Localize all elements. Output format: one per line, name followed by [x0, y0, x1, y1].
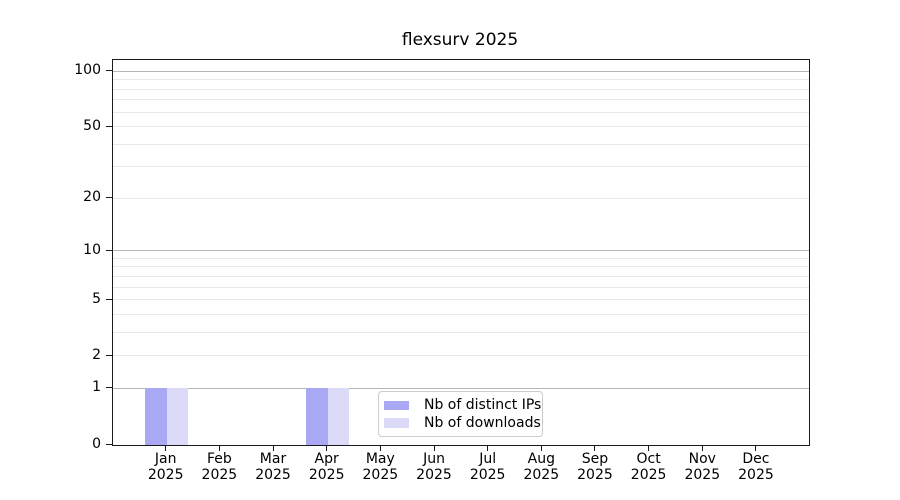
gridline-minor-3	[113, 331, 809, 333]
gridline-minor-20	[113, 197, 809, 199]
gridline-minor-7	[113, 275, 809, 277]
x-tick-dec	[755, 444, 757, 451]
x-tick-sep	[594, 444, 596, 451]
x-tick-year: 2025	[577, 467, 613, 483]
legend-swatch-distinct-ips	[384, 400, 409, 410]
legend-entry-downloads: Nb of downloads	[379, 414, 542, 432]
y-tick-20	[105, 197, 112, 199]
gridline-minor-40	[113, 143, 809, 145]
x-tick-month: Jul	[479, 451, 497, 467]
bar-downloads-jan	[166, 388, 189, 445]
x-tick-label-aug: Aug 2025	[501, 451, 581, 483]
x-tick-month: Feb	[206, 451, 232, 467]
x-tick-year: 2025	[416, 467, 452, 483]
x-tick-label-mar: Mar 2025	[233, 451, 313, 483]
y-tick-label-50: 50	[83, 117, 101, 134]
y-tick-50	[105, 125, 112, 127]
gridline-minor-70	[113, 99, 809, 101]
bar-distinct-ips-apr	[306, 388, 328, 445]
x-tick-may	[379, 444, 381, 451]
x-tick-mar	[272, 444, 274, 451]
x-tick-jul	[487, 444, 489, 451]
legend-label-downloads: Nb of downloads	[424, 414, 541, 431]
y-tick-5	[105, 298, 112, 300]
gridline-major-100	[113, 70, 809, 72]
legend-swatch-downloads	[384, 418, 409, 428]
y-tick-label-1: 1	[92, 379, 101, 396]
gridline-minor-4	[113, 313, 809, 315]
x-tick-year: 2025	[523, 467, 560, 483]
chart-title: flexsurv 2025	[401, 30, 519, 50]
x-tick-label-sep: Sep 2025	[555, 451, 635, 483]
x-tick-year: 2025	[469, 467, 506, 483]
x-tick-month: Nov	[688, 451, 716, 467]
gridline-minor-9	[113, 257, 809, 259]
gridline-major-1	[113, 387, 809, 389]
x-tick-month: Mar	[259, 451, 287, 467]
x-tick-jan	[165, 444, 167, 451]
y-tick-0	[105, 443, 112, 445]
x-tick-month: Sep	[581, 451, 609, 467]
x-tick-label-oct: Oct 2025	[609, 451, 689, 483]
x-tick-year: 2025	[308, 467, 345, 483]
gridline-minor-80	[113, 88, 809, 90]
x-tick-nov	[701, 444, 703, 451]
y-tick-100	[105, 70, 112, 72]
x-tick-label-feb: Feb 2025	[179, 451, 259, 483]
gridline-minor-6	[113, 286, 809, 288]
y-tick-1	[105, 387, 112, 389]
bar-distinct-ips-jan	[145, 388, 167, 445]
x-tick-year: 2025	[147, 467, 184, 483]
y-tick-label-5: 5	[92, 290, 101, 307]
x-tick-label-jan: Jan 2025	[126, 451, 206, 483]
legend-label-distinct-ips: Nb of distinct IPs	[424, 397, 542, 414]
y-tick-2	[105, 354, 112, 356]
gridline-minor-5	[113, 299, 809, 301]
x-tick-label-jul: Jul 2025	[448, 451, 528, 483]
x-tick-oct	[648, 444, 650, 451]
legend-entry-distinct-ips: Nb of distinct IPs	[379, 397, 542, 415]
x-tick-aug	[540, 444, 542, 451]
gridline-minor-60	[113, 111, 809, 113]
x-tick-jun	[433, 444, 435, 451]
x-tick-apr	[326, 444, 328, 451]
x-tick-month: Dec	[742, 451, 770, 467]
gridline-minor-90	[113, 79, 809, 81]
y-tick-label-10: 10	[83, 241, 101, 258]
x-tick-year: 2025	[362, 467, 399, 483]
gridline-minor-50	[113, 126, 809, 128]
x-tick-label-nov: Nov 2025	[662, 451, 742, 483]
x-tick-month: Jan	[154, 451, 177, 467]
x-tick-month: May	[365, 451, 395, 467]
x-tick-month: Jun	[423, 451, 445, 467]
y-tick-10	[105, 249, 112, 251]
x-tick-label-apr: Apr 2025	[287, 451, 367, 483]
x-tick-label-dec: Dec 2025	[716, 451, 796, 483]
x-tick-year: 2025	[684, 467, 721, 483]
legend: Nb of distinct IPs Nb of downloads	[378, 390, 543, 437]
y-tick-label-100: 100	[74, 62, 101, 79]
x-tick-year: 2025	[630, 467, 667, 483]
x-tick-month: Aug	[527, 451, 555, 467]
x-tick-feb	[218, 444, 220, 451]
x-tick-label-may: May 2025	[340, 451, 420, 483]
y-tick-label-0: 0	[92, 435, 101, 452]
x-tick-year: 2025	[255, 467, 291, 483]
x-tick-year: 2025	[738, 467, 774, 483]
y-tick-label-20: 20	[83, 189, 101, 206]
plot-area	[112, 58, 810, 446]
gridline-minor-2	[113, 355, 809, 357]
y-tick-label-2: 2	[92, 346, 101, 363]
x-tick-label-jun: Jun 2025	[394, 451, 474, 483]
bar-downloads-apr	[327, 388, 350, 445]
gridline-minor-30	[113, 166, 809, 168]
x-tick-month: Oct	[636, 451, 661, 467]
gridline-major-10	[113, 250, 809, 252]
x-tick-year: 2025	[201, 467, 238, 483]
x-tick-month: Apr	[314, 451, 339, 467]
gridline-minor-8	[113, 266, 809, 268]
